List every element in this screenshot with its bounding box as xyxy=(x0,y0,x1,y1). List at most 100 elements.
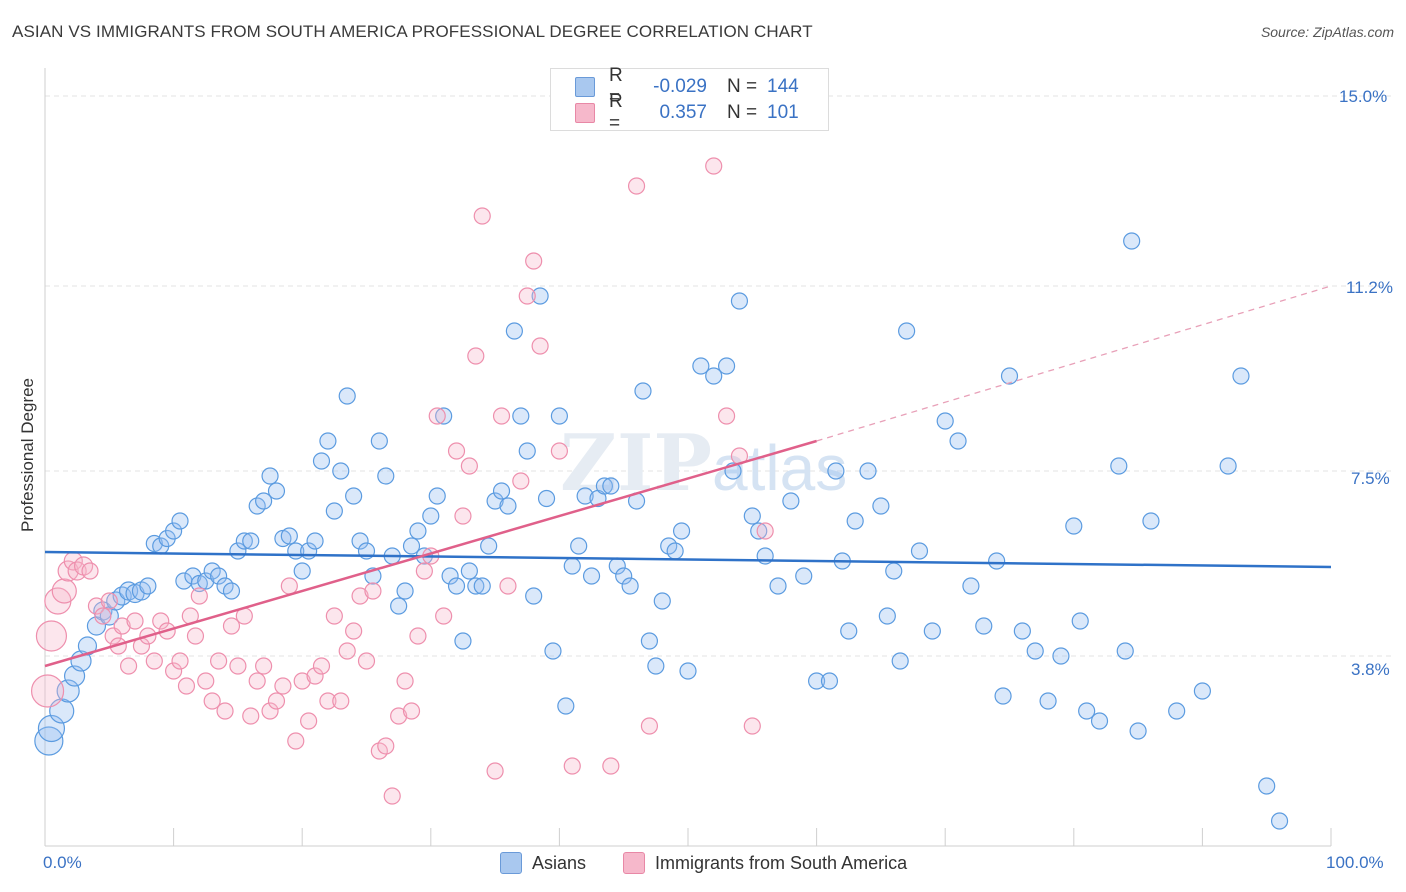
data-point-immigrants xyxy=(402,702,421,720)
data-point-asians xyxy=(306,532,324,550)
y-tick-label: 7.5% xyxy=(1351,469,1390,488)
data-point-asians xyxy=(557,697,575,715)
data-point-immigrants xyxy=(499,577,517,595)
data-point-asians xyxy=(582,567,601,585)
data-point-immigrants xyxy=(113,617,131,635)
data-point-immigrants xyxy=(345,622,363,640)
data-point-asians xyxy=(1258,777,1276,795)
data-point-immigrants xyxy=(67,561,87,581)
data-point-immigrants xyxy=(267,692,286,710)
data-point-asians xyxy=(647,657,665,675)
data-point-asians xyxy=(222,582,241,600)
data-point-immigrants xyxy=(756,522,774,540)
data-point-asians xyxy=(988,552,1006,570)
data-point-asians xyxy=(621,577,639,595)
data-point-asians xyxy=(235,532,253,550)
data-point-asians xyxy=(840,622,858,640)
data-point-immigrants xyxy=(428,407,446,425)
data-point-immigrants xyxy=(390,707,408,725)
data-point-asians xyxy=(473,577,491,595)
data-point-immigrants xyxy=(447,442,466,460)
data-point-immigrants xyxy=(152,612,170,630)
bottom-legend-asians: Asians xyxy=(500,852,586,874)
data-point-immigrants xyxy=(319,692,337,710)
data-point-asians xyxy=(1000,367,1019,385)
data-point-immigrants xyxy=(30,674,65,708)
trend-line-immigrants xyxy=(44,439,817,668)
data-point-asians xyxy=(377,467,395,485)
data-point-asians xyxy=(312,452,331,470)
data-point-immigrants xyxy=(300,712,318,730)
bottom-legend-label: Immigrants from South America xyxy=(655,852,908,873)
data-point-immigrants xyxy=(165,662,183,680)
data-point-asians xyxy=(1039,692,1057,710)
watermark: atlas xyxy=(712,432,847,504)
legend-swatch-asians xyxy=(575,77,595,97)
data-point-immigrants xyxy=(51,578,77,604)
data-point-asians xyxy=(846,512,864,530)
y-tick-label: 3.8% xyxy=(1351,660,1390,679)
data-point-asians xyxy=(570,537,588,555)
legend-n-value: 101 xyxy=(767,102,799,123)
data-point-immigrants xyxy=(145,652,163,670)
data-point-asians xyxy=(878,607,896,625)
data-point-immigrants xyxy=(119,657,138,675)
data-point-asians xyxy=(1013,622,1031,640)
data-point-asians xyxy=(1142,512,1160,530)
data-point-asians xyxy=(782,492,800,510)
legend-r-value: 0.357 xyxy=(659,102,707,123)
data-point-asians xyxy=(807,672,826,690)
data-point-immigrants xyxy=(255,657,273,675)
data-point-asians xyxy=(267,482,286,500)
data-point-immigrants xyxy=(186,627,205,645)
data-point-immigrants xyxy=(364,582,382,600)
data-point-asians xyxy=(492,482,511,500)
data-point-immigrants xyxy=(627,177,646,195)
data-point-asians xyxy=(512,407,530,425)
legend-row-asians: R = -0.029 N = 144 xyxy=(575,65,799,108)
data-point-asians xyxy=(499,497,517,515)
data-point-asians xyxy=(390,597,408,615)
data-point-asians xyxy=(460,562,478,580)
data-point-immigrants xyxy=(563,757,581,775)
data-point-asians xyxy=(370,432,388,450)
data-point-asians xyxy=(486,492,504,510)
data-point-immigrants xyxy=(467,347,485,365)
legend-n-value: 144 xyxy=(767,76,799,97)
data-point-immigrants xyxy=(602,757,620,775)
trend-line-extension xyxy=(816,285,1332,442)
x-tick-label: 0.0% xyxy=(43,853,82,872)
data-point-immigrants xyxy=(171,652,189,670)
data-point-asians xyxy=(975,617,993,635)
data-point-asians xyxy=(595,477,614,495)
data-point-asians xyxy=(242,532,260,550)
data-point-asians xyxy=(402,537,421,555)
data-point-asians xyxy=(672,522,691,540)
legend-swatch-immigrants xyxy=(575,103,595,123)
data-point-asians xyxy=(280,527,298,545)
legend-n-label: N = xyxy=(727,102,758,123)
data-point-asians xyxy=(454,632,472,650)
data-point-immigrants xyxy=(197,672,215,690)
data-point-asians xyxy=(293,562,311,580)
data-point-asians xyxy=(319,432,337,450)
data-point-immigrants xyxy=(743,717,761,735)
data-point-asians xyxy=(1116,642,1134,660)
data-point-asians xyxy=(891,652,909,670)
data-point-immigrants xyxy=(486,762,504,780)
data-point-asians xyxy=(255,492,273,510)
data-point-immigrants xyxy=(203,692,221,710)
data-point-asians xyxy=(1129,722,1147,740)
data-point-immigrants xyxy=(351,587,369,605)
data-point-immigrants xyxy=(460,457,478,475)
data-point-asians xyxy=(640,632,659,650)
bottom-legend-immigrants: Immigrants from South America xyxy=(623,852,907,874)
data-point-immigrants xyxy=(512,472,530,490)
data-point-asians xyxy=(1232,367,1250,385)
data-point-immigrants xyxy=(274,677,292,695)
data-point-asians xyxy=(602,477,620,495)
data-point-asians xyxy=(77,636,98,656)
data-point-immigrants xyxy=(306,667,324,685)
data-point-immigrants xyxy=(531,337,549,355)
data-point-immigrants xyxy=(383,787,401,805)
